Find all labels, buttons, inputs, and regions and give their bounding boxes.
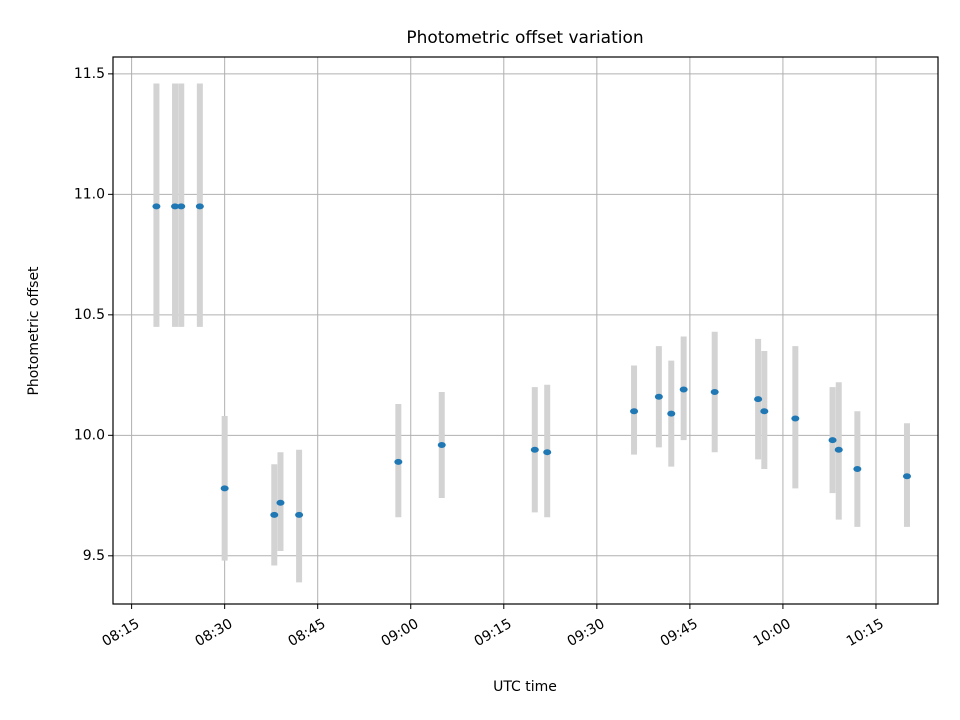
x-tick-label: 10:15 xyxy=(844,616,887,650)
x-tick-label: 10:00 xyxy=(751,616,794,650)
data-point xyxy=(760,408,769,415)
x-axis-label: UTC time xyxy=(493,679,557,695)
x-tick-label: 09:15 xyxy=(472,616,515,650)
data-point xyxy=(828,437,837,444)
data-point xyxy=(654,393,663,400)
data-point xyxy=(754,396,763,403)
x-tick-label: 09:45 xyxy=(658,616,701,650)
x-tick-label: 09:30 xyxy=(565,616,608,650)
x-tick-label: 08:45 xyxy=(286,616,329,650)
y-tick-label: 11.5 xyxy=(74,66,105,82)
data-point xyxy=(152,203,161,210)
x-tick-label: 09:00 xyxy=(379,616,422,650)
x-tick-label: 08:30 xyxy=(192,616,235,650)
data-point xyxy=(177,203,186,210)
data-point xyxy=(530,446,539,453)
x-axis: 08:15 08:30 08:45 09:00 09:15 09:30 09:45 10:00… xyxy=(99,604,887,650)
data-points xyxy=(152,203,911,518)
data-point xyxy=(853,466,862,473)
y-tick-label: 11.0 xyxy=(74,186,105,202)
data-point xyxy=(195,203,204,210)
data-point xyxy=(834,446,843,453)
data-point xyxy=(902,473,911,480)
y-tick-label: 10.0 xyxy=(74,427,105,443)
data-point xyxy=(171,203,180,210)
y-axis-label: Photometric offset xyxy=(26,266,42,396)
data-point xyxy=(220,485,229,492)
plot-frame xyxy=(112,56,939,605)
y-axis: 9.5 10.0 10.5 11.0 11.5 xyxy=(74,66,113,564)
data-point xyxy=(543,449,552,456)
y-tick-label: 9.5 xyxy=(83,548,105,564)
data-point xyxy=(667,410,676,417)
data-point xyxy=(630,408,639,415)
data-point xyxy=(270,511,279,518)
data-point xyxy=(437,441,446,448)
data-point xyxy=(679,386,688,393)
x-tick-label: 08:15 xyxy=(99,616,142,650)
chart-title: Photometric offset variation xyxy=(406,28,643,48)
data-point xyxy=(791,415,800,422)
grid xyxy=(113,57,938,604)
data-point xyxy=(276,499,285,506)
data-point xyxy=(710,388,719,395)
y-tick-label: 10.5 xyxy=(74,307,105,323)
data-point xyxy=(394,458,403,465)
error-bars xyxy=(153,83,910,583)
data-point xyxy=(295,511,304,518)
